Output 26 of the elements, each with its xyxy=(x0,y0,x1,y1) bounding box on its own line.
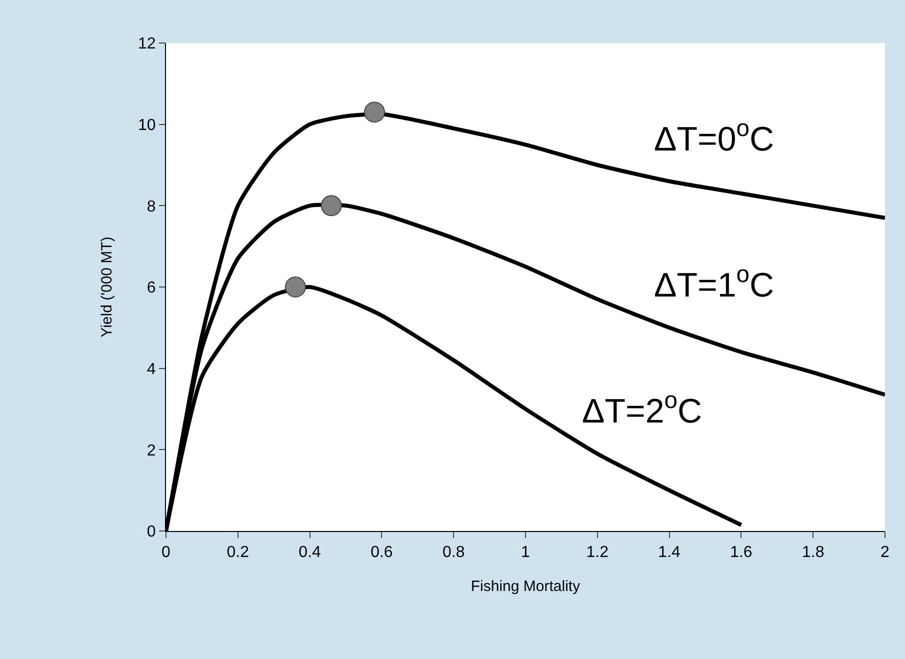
y-tick-label: 0 xyxy=(146,524,156,541)
x-tick-label: 1 xyxy=(521,544,530,562)
y-axis-title: Yield ('000 MT) xyxy=(98,236,116,338)
point xyxy=(364,102,386,123)
x-tick-label: 1.8 xyxy=(802,544,824,562)
point xyxy=(284,276,306,298)
series-label: ΔT=0$^{o}$C xyxy=(654,115,774,158)
x-axis-title: Fishing Mortality xyxy=(470,578,581,596)
series-label: ΔT=2$^{o}$C xyxy=(582,387,702,430)
y-tick-label: 8 xyxy=(146,198,156,216)
point xyxy=(320,195,342,216)
y-tick-label: 4 xyxy=(146,360,156,378)
x-tick-label: 0.6 xyxy=(370,544,393,562)
x-tick-label: 2 xyxy=(880,544,890,562)
y-tick-label: 6 xyxy=(146,280,156,297)
y-tick-label: 12 xyxy=(138,36,156,53)
x-tick-label: 1.4 xyxy=(658,544,681,562)
x-tick-label: 1.2 xyxy=(586,544,609,562)
series-label: ΔT=1$^{o}$C xyxy=(654,261,774,304)
y-tick-label: 2 xyxy=(146,442,156,460)
x-tick-label: 0.8 xyxy=(442,544,465,562)
x-tick-label: 1.6 xyxy=(730,544,752,562)
y-tick-label: 10 xyxy=(138,116,156,134)
x-tick-label: 0.4 xyxy=(298,544,322,562)
x-tick-label: 0.2 xyxy=(226,544,250,562)
x-tick-label: 0 xyxy=(162,544,171,562)
